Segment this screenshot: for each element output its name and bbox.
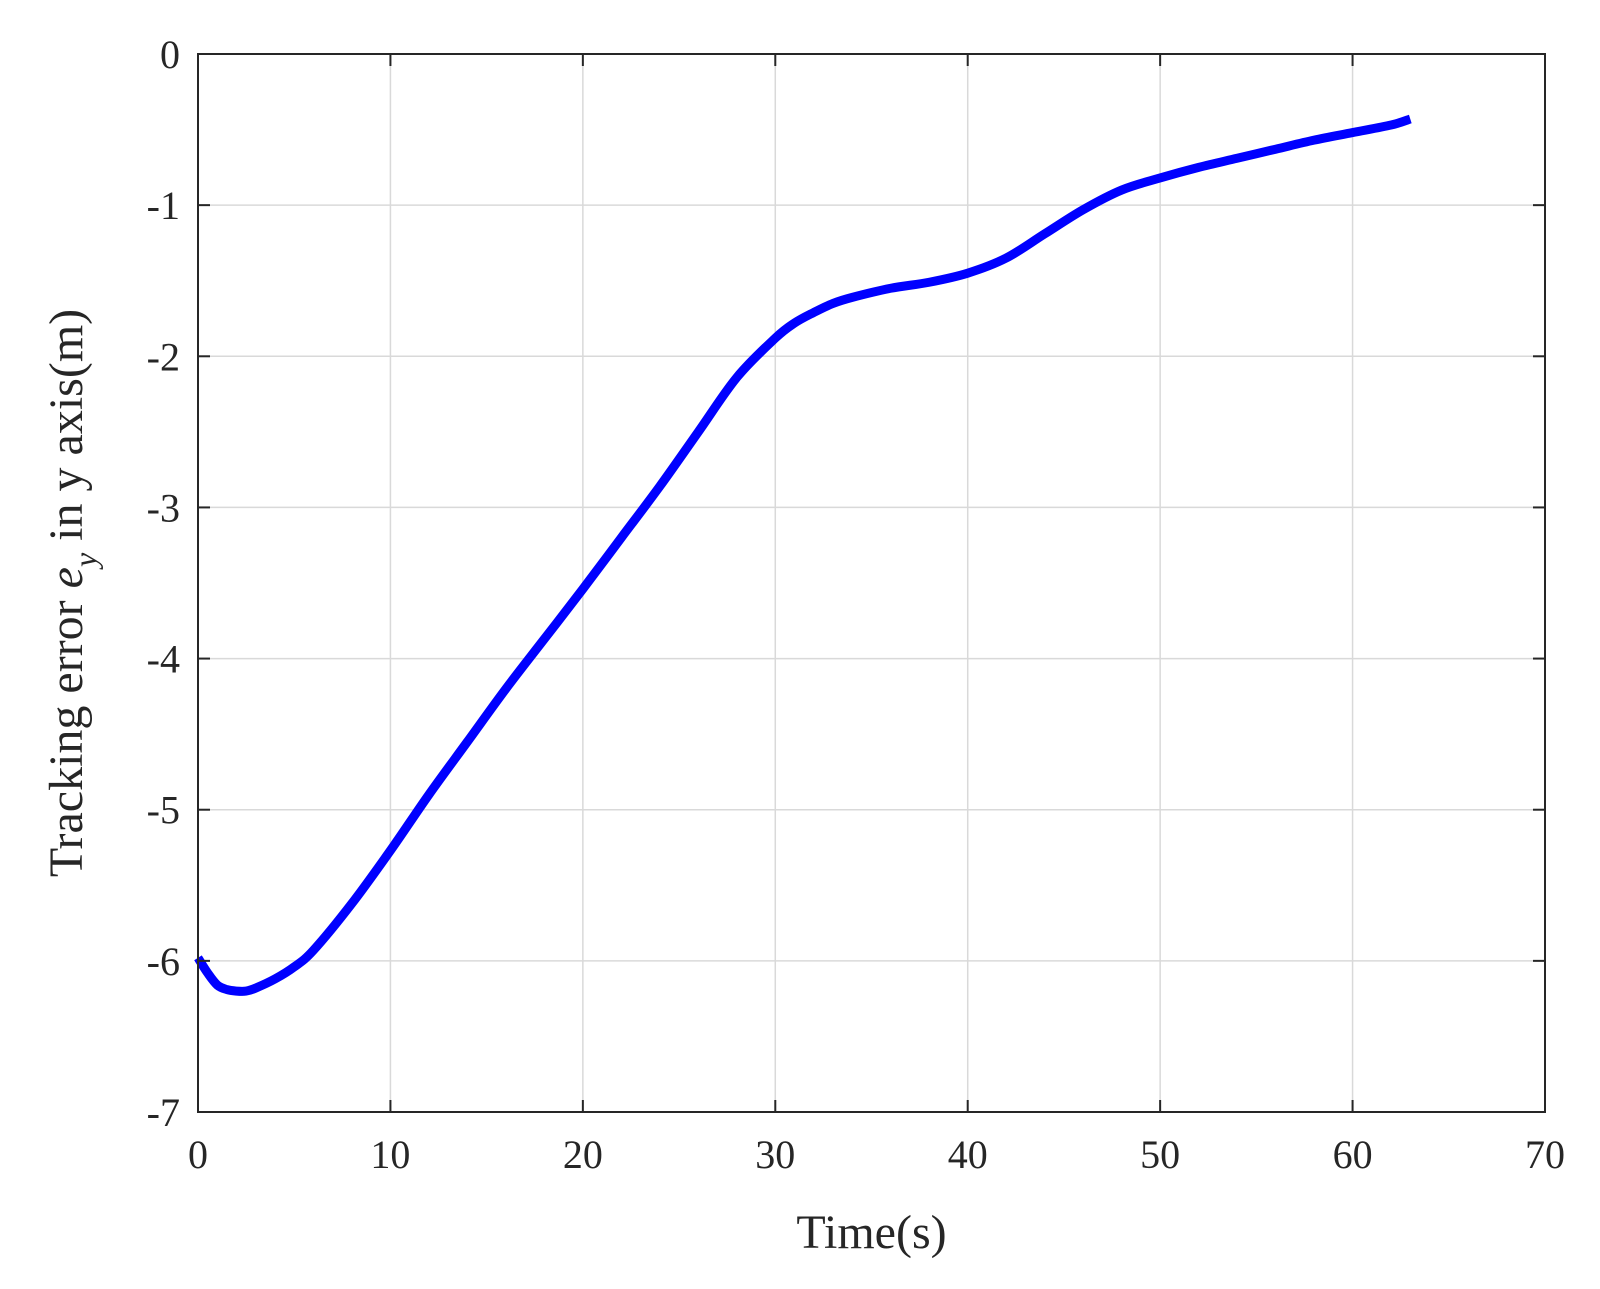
- x-tick-label: 50: [1140, 1132, 1180, 1177]
- y-axis-title-suffix: in y axis(m): [40, 309, 93, 553]
- series-line: [194, 114, 1412, 996]
- axes-frame: [197, 53, 1546, 1113]
- series-layer: [194, 114, 1412, 996]
- x-tick-label: 70: [1525, 1132, 1565, 1177]
- y-tick-label: -1: [147, 183, 180, 228]
- y-axis-title-prefix: Tracking error: [40, 588, 93, 877]
- y-axis-title-subscript: y: [67, 552, 103, 570]
- y-tick-label: -7: [147, 1090, 180, 1135]
- x-tick-label: 30: [755, 1132, 795, 1177]
- y-tick-label: -2: [147, 334, 180, 379]
- y-tick-label: 0: [160, 32, 180, 77]
- x-tick-label: 10: [370, 1132, 410, 1177]
- x-tick-label: 40: [948, 1132, 988, 1177]
- y-axis-title-symbol: e: [40, 567, 93, 588]
- grid: [198, 54, 1545, 1112]
- x-axis-title: Time(s): [796, 1206, 946, 1259]
- ticks: [197, 53, 1546, 1113]
- y-axis-title: Tracking error ey in y axis(m): [40, 309, 103, 877]
- tick-labels: 0 10 20 30 40 50 60 70 0 -1 -2 -3 -4 -5 -6 -7: [147, 32, 1565, 1177]
- y-tick-label: -4: [147, 637, 180, 682]
- x-tick-label: 60: [1333, 1132, 1373, 1177]
- x-tick-label: 20: [563, 1132, 603, 1177]
- y-tick-label: -6: [147, 939, 180, 984]
- y-tick-label: -3: [147, 485, 180, 530]
- x-tick-label: 0: [188, 1132, 208, 1177]
- y-tick-label: -5: [147, 788, 180, 833]
